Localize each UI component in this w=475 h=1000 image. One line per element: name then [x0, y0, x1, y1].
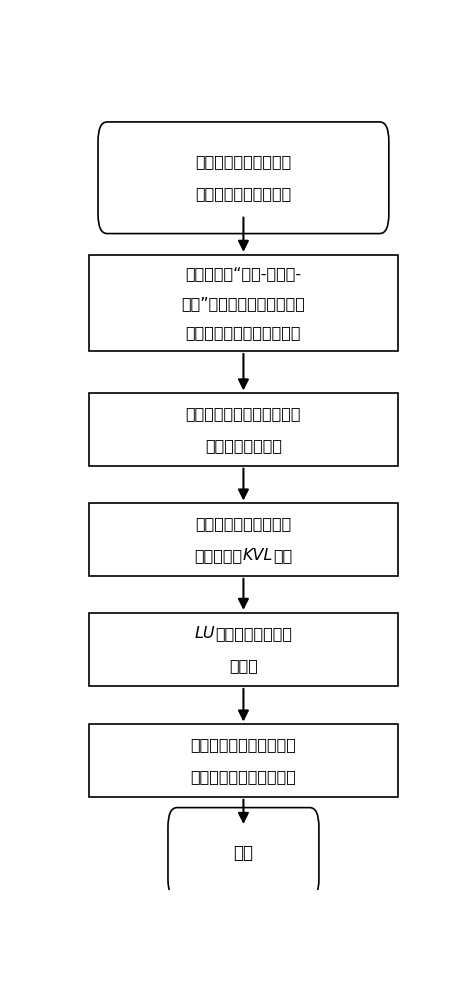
- Text: 相邻变电站为建模对象: 相邻变电站为建模对象: [195, 186, 292, 201]
- Text: 确定某地铁隘道区间及: 确定某地铁隘道区间及: [195, 154, 292, 169]
- Text: 对所搖电阵网络模型沿: 对所搖电阵网络模型沿: [195, 516, 292, 531]
- FancyBboxPatch shape: [89, 503, 398, 576]
- FancyBboxPatch shape: [89, 255, 398, 351]
- Text: 计算得到轨道泄露的杂散: 计算得到轨道泄露的杂散: [190, 737, 296, 752]
- Text: 大地”结构等效为三层电阵网: 大地”结构等效为三层电阵网: [181, 296, 305, 311]
- FancyBboxPatch shape: [89, 393, 398, 466]
- Text: 将地铁系统“销轨-排流网-: 将地铁系统“销轨-排流网-: [185, 267, 302, 282]
- Text: KVL: KVL: [243, 548, 273, 563]
- Text: LU: LU: [195, 626, 215, 641]
- FancyBboxPatch shape: [168, 808, 319, 898]
- FancyBboxPatch shape: [89, 724, 398, 797]
- Text: 络模型，并平均分成若干段: 络模型，并平均分成若干段: [186, 325, 301, 340]
- Text: 方程: 方程: [273, 548, 292, 563]
- Text: 电流及变压器中性点电流: 电流及变压器中性点电流: [190, 769, 296, 784]
- Text: 各自回路列: 各自回路列: [195, 548, 243, 563]
- FancyBboxPatch shape: [89, 613, 398, 686]
- Text: 分解法求解回路电: 分解法求解回路电: [215, 626, 292, 641]
- Text: 添加杂散电流引起变压器直: 添加杂散电流引起变压器直: [186, 406, 301, 421]
- Text: 结束: 结束: [233, 844, 254, 862]
- Text: 流方程: 流方程: [229, 658, 258, 673]
- Text: LU分解法求解回路电: LU分解法求解回路电: [195, 626, 292, 641]
- Text: 各自回路列KVL方程: 各自回路列KVL方程: [195, 548, 292, 563]
- FancyBboxPatch shape: [98, 122, 389, 234]
- Text: 流偏磁的电流支路: 流偏磁的电流支路: [205, 438, 282, 453]
